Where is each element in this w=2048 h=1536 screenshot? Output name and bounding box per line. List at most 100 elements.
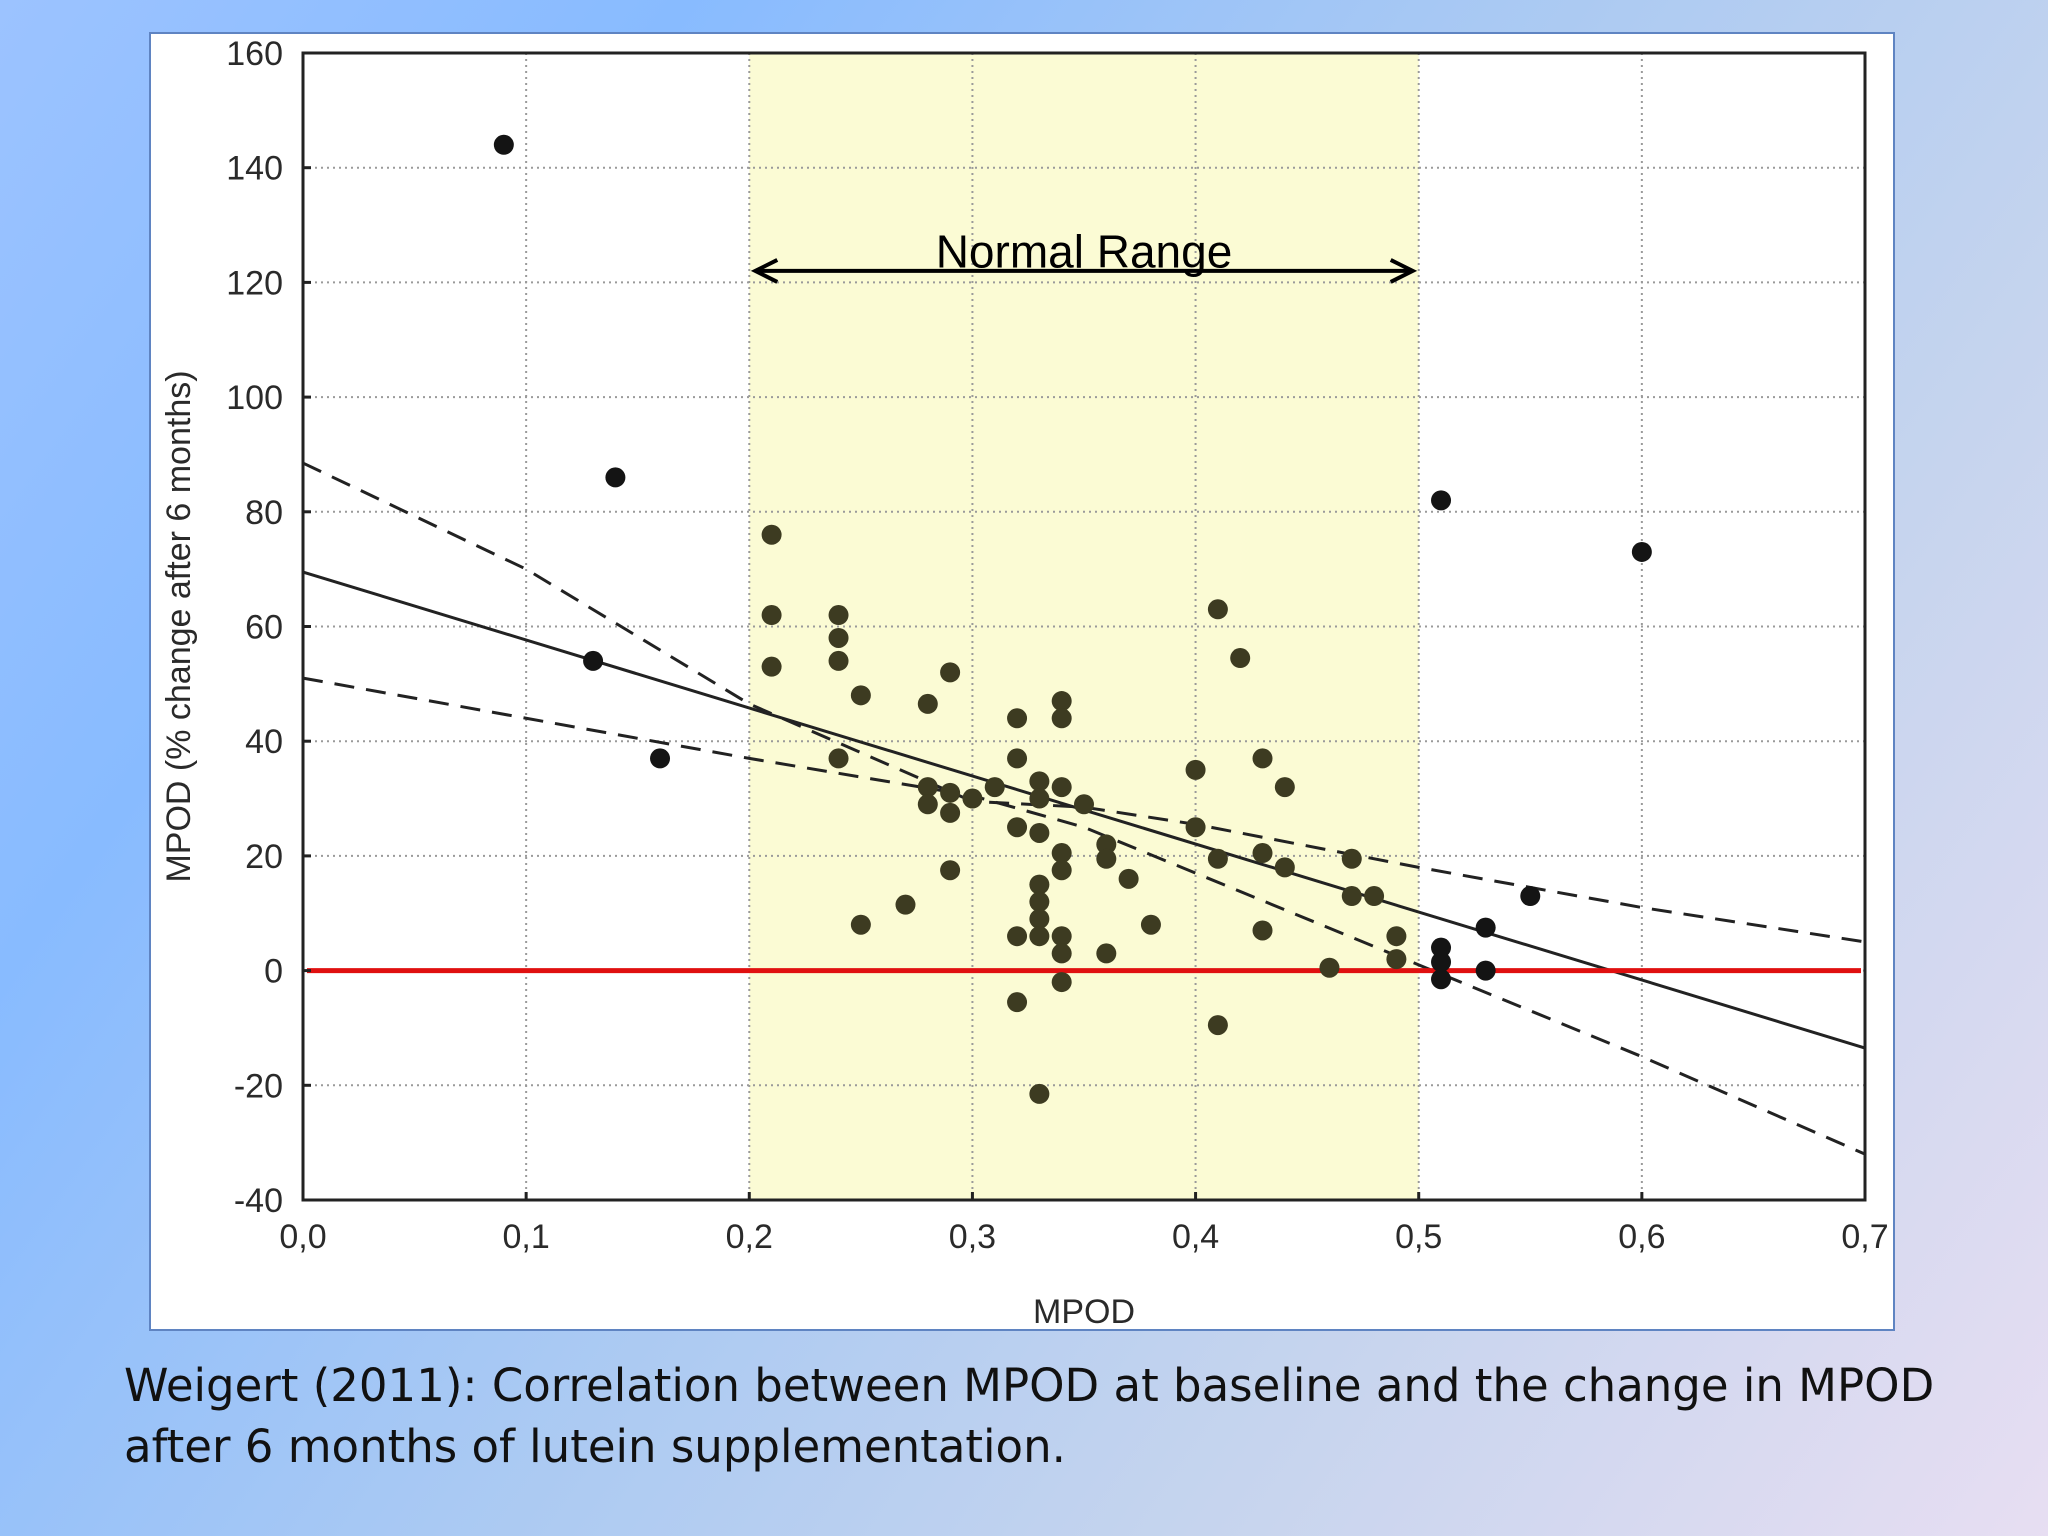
data-point [1051, 926, 1072, 947]
data-point [1431, 937, 1452, 958]
data-point [1007, 748, 1028, 769]
data-point [1007, 992, 1028, 1013]
data-point [1029, 926, 1050, 947]
data-point [1431, 490, 1452, 511]
data-point [850, 685, 871, 706]
data-point [940, 782, 961, 803]
y-tick-label: 100 [226, 379, 283, 417]
x-tick-label: 0,2 [726, 1218, 773, 1256]
x-tick-label: 0,3 [949, 1218, 996, 1256]
grid-lines [303, 53, 1865, 1200]
y-axis-title: MPOD (% change after 6 months) [160, 370, 198, 882]
data-point [1029, 822, 1050, 843]
data-point [1051, 860, 1072, 881]
data-point [962, 788, 983, 809]
confidence-band-upper [302, 461, 1866, 944]
data-point [583, 650, 604, 671]
y-tick-label: 120 [226, 264, 283, 302]
data-point [1029, 771, 1050, 792]
data-point [1230, 648, 1251, 669]
data-point [761, 605, 782, 626]
data-point [1207, 848, 1228, 869]
data-point [1319, 957, 1340, 978]
data-point [650, 748, 671, 769]
data-point [1074, 794, 1094, 815]
x-tick-label: 0,0 [279, 1218, 326, 1256]
arrow-head-left [750, 258, 779, 284]
data-point [761, 656, 782, 677]
x-tick-label: 0,4 [1172, 1218, 1219, 1256]
data-point [1252, 748, 1273, 769]
data-point [1274, 857, 1295, 878]
data-point [1341, 848, 1362, 869]
data-point [1520, 886, 1541, 907]
data-point [1207, 599, 1228, 620]
x-tick-label: 0,7 [1841, 1218, 1888, 1256]
confidence-band-lines [302, 461, 1866, 1156]
data-point [1051, 708, 1072, 729]
data-point [828, 748, 849, 769]
data-point [895, 894, 916, 915]
data-point [1252, 920, 1273, 941]
data-point [1341, 886, 1362, 907]
x-tick-label: 0,1 [503, 1218, 550, 1256]
scatter-chart: 0,0 0,1 0,2 0,3 0,4 0,5 0,6 0,7 160 140 120 100 80 60… [160, 35, 1889, 1329]
data-point [940, 860, 961, 881]
data-point [984, 777, 1005, 798]
data-point [1051, 843, 1072, 864]
data-points [493, 134, 1652, 1104]
data-point [917, 794, 938, 815]
data-point [940, 802, 961, 823]
data-point [1386, 926, 1407, 947]
data-point [850, 914, 871, 935]
y-tick-label: 40 [245, 723, 283, 761]
data-point [1029, 1083, 1050, 1104]
data-point [1475, 960, 1496, 981]
data-point [1029, 874, 1050, 895]
normal-range-annotation: Normal Range [750, 226, 1418, 284]
x-tick-label: 0,6 [1618, 1218, 1665, 1256]
slide-caption: Weigert (2011): Correlation between MPOD… [124, 1359, 1935, 1473]
y-tick-label: 80 [245, 494, 283, 532]
data-point [1140, 914, 1161, 935]
data-point [1364, 886, 1385, 907]
data-point [1007, 708, 1028, 729]
data-point [828, 605, 849, 626]
data-point [1252, 843, 1273, 864]
data-point [1431, 969, 1452, 990]
data-point [1631, 541, 1652, 562]
y-tick-label: 0 [264, 953, 283, 991]
data-point [1029, 788, 1050, 809]
data-point [1051, 691, 1072, 712]
data-point [940, 662, 961, 683]
data-point [605, 467, 626, 488]
data-point [1029, 908, 1050, 929]
x-tick-label: 0,5 [1395, 1218, 1442, 1256]
data-point [1051, 777, 1072, 798]
arrow-head-right [1389, 258, 1418, 284]
data-point [1051, 972, 1072, 993]
confidence-band-lower [302, 676, 1866, 1156]
data-point [917, 693, 938, 714]
axis-ticks: 0,0 0,1 0,2 0,3 0,4 0,5 0,6 0,7 160 140 120 100 80 60… [226, 35, 1888, 1256]
data-point [1386, 949, 1407, 970]
data-point [493, 134, 514, 155]
data-point [1051, 943, 1072, 964]
chart-frame: 0,0 0,1 0,2 0,3 0,4 0,5 0,6 0,7 160 140 120 100 80 60… [149, 32, 1895, 1331]
data-point [1096, 834, 1117, 855]
data-point [1274, 777, 1295, 798]
data-point [1185, 759, 1206, 780]
data-point [1096, 848, 1117, 869]
data-point [1475, 917, 1496, 938]
data-point [1185, 817, 1206, 838]
data-point [1096, 943, 1117, 964]
data-point [828, 627, 849, 648]
y-tick-label: -20 [234, 1067, 283, 1105]
data-point [1118, 868, 1139, 889]
x-axis-title: MPOD [1033, 1293, 1135, 1329]
y-tick-label: 160 [226, 35, 283, 73]
y-tick-label: -40 [234, 1182, 283, 1220]
data-point [828, 650, 849, 671]
data-point [1007, 926, 1028, 947]
data-point [1431, 951, 1452, 972]
